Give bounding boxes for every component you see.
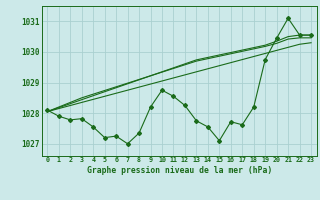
X-axis label: Graphe pression niveau de la mer (hPa): Graphe pression niveau de la mer (hPa) <box>87 166 272 175</box>
